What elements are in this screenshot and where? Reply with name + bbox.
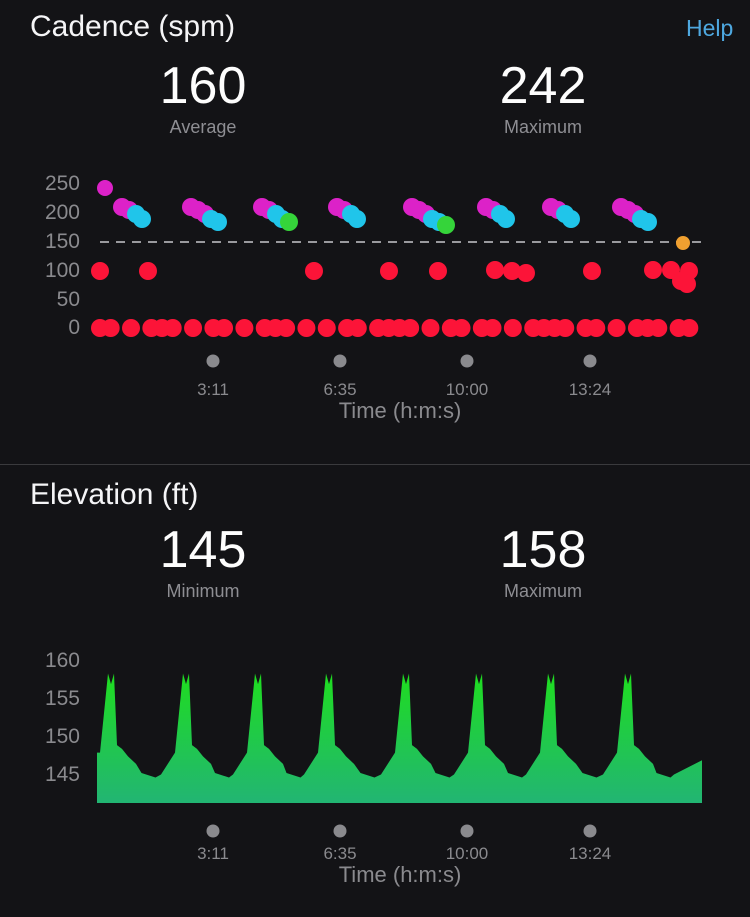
svg-text:6:35: 6:35 bbox=[323, 844, 356, 863]
svg-text:50: 50 bbox=[57, 288, 80, 311]
svg-text:13:24: 13:24 bbox=[569, 844, 612, 863]
svg-text:200: 200 bbox=[45, 201, 80, 224]
svg-text:3:11: 3:11 bbox=[197, 844, 229, 863]
svg-text:6:35: 6:35 bbox=[323, 380, 356, 399]
svg-text:250: 250 bbox=[45, 172, 80, 195]
svg-text:10:00: 10:00 bbox=[446, 380, 489, 399]
svg-text:150: 150 bbox=[45, 230, 80, 253]
svg-text:155: 155 bbox=[45, 687, 80, 710]
svg-text:10:00: 10:00 bbox=[446, 844, 489, 863]
svg-text:160: 160 bbox=[45, 649, 80, 672]
svg-text:13:24: 13:24 bbox=[569, 380, 612, 399]
svg-text:Time (h:m:s): Time (h:m:s) bbox=[339, 398, 462, 423]
svg-text:3:11: 3:11 bbox=[197, 380, 229, 399]
svg-text:145: 145 bbox=[45, 763, 80, 786]
svg-text:150: 150 bbox=[45, 725, 80, 748]
svg-text:Time (h:m:s): Time (h:m:s) bbox=[339, 862, 462, 887]
svg-text:0: 0 bbox=[68, 316, 80, 339]
svg-text:100: 100 bbox=[45, 259, 80, 282]
